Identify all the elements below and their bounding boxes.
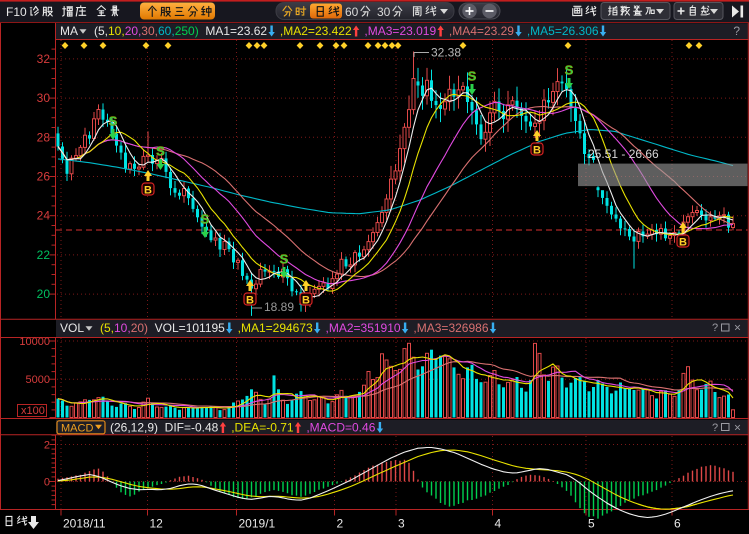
svg-text:22: 22	[37, 248, 51, 262]
svg-text:32: 32	[37, 52, 51, 66]
svg-text:18.89: 18.89	[264, 300, 294, 314]
svg-text:,MACD=0.46: ,MACD=0.46	[303, 421, 376, 435]
svg-text:3: 3	[398, 517, 405, 531]
svg-text:5: 5	[588, 517, 595, 531]
svg-text:S: S	[468, 69, 477, 84]
svg-text:B: B	[302, 295, 310, 307]
svg-text:DIF=-0.48: DIF=-0.48	[158, 421, 219, 435]
svg-text:,MA2=23.422: ,MA2=23.422	[277, 24, 352, 38]
svg-text:28: 28	[37, 130, 51, 144]
svg-text:B: B	[246, 295, 254, 307]
svg-text:,MA5=26.306: ,MA5=26.306	[524, 24, 599, 38]
svg-text:250): 250)	[175, 24, 199, 38]
svg-text:?: ?	[712, 422, 718, 434]
svg-text:B: B	[533, 145, 541, 157]
svg-text:25.51 - 26.66: 25.51 - 26.66	[588, 147, 659, 161]
svg-text:60: 60	[345, 5, 359, 19]
svg-text:VOL=101195: VOL=101195	[148, 321, 225, 335]
svg-text:F10: F10	[6, 5, 27, 19]
svg-text:S: S	[201, 212, 210, 227]
svg-text:MA: MA	[60, 24, 78, 38]
svg-text:×: ×	[734, 421, 741, 435]
svg-text:B: B	[144, 185, 152, 197]
svg-text:10000: 10000	[19, 336, 50, 348]
svg-text:32.38: 32.38	[431, 46, 461, 60]
svg-text:20,: 20,	[125, 24, 142, 38]
svg-text:4: 4	[495, 517, 502, 531]
svg-text:(5,: (5,	[94, 24, 108, 38]
svg-text:6: 6	[674, 517, 681, 531]
svg-text:,MA2=351910: ,MA2=351910	[322, 321, 401, 335]
svg-text:24: 24	[37, 209, 51, 223]
svg-text:0: 0	[44, 477, 50, 489]
svg-text:,MA3=326986: ,MA3=326986	[410, 321, 489, 335]
svg-text:MACD: MACD	[61, 422, 93, 434]
svg-text:S: S	[109, 114, 118, 129]
svg-text:5000: 5000	[26, 374, 50, 386]
svg-text:?: ?	[712, 322, 718, 334]
svg-text:,MA1=294673: ,MA1=294673	[234, 321, 313, 335]
svg-text:S: S	[565, 63, 574, 78]
svg-text:2018/11: 2018/11	[63, 517, 106, 531]
svg-text:2019/1: 2019/1	[239, 517, 276, 531]
svg-text:10,: 10,	[114, 321, 131, 335]
svg-text:30: 30	[377, 5, 391, 19]
svg-text:2: 2	[44, 440, 50, 452]
svg-text:26: 26	[37, 170, 51, 184]
svg-text:20: 20	[37, 287, 51, 301]
svg-text:20): 20)	[131, 321, 148, 335]
svg-text:MA1=23.62: MA1=23.62	[199, 24, 268, 38]
svg-text:,DEA=-0.71: ,DEA=-0.71	[228, 421, 294, 435]
svg-text:VOL: VOL	[60, 321, 84, 335]
svg-text:10,: 10,	[108, 24, 125, 38]
svg-text:(5,: (5,	[100, 321, 114, 335]
svg-text:×: ×	[734, 321, 741, 335]
svg-text:x100: x100	[21, 405, 45, 417]
svg-text:(26,12,9): (26,12,9)	[110, 421, 158, 435]
svg-text:12: 12	[150, 517, 164, 531]
svg-text:60,: 60,	[158, 24, 175, 38]
svg-text:?: ?	[733, 24, 740, 38]
svg-text:S: S	[280, 252, 289, 267]
svg-text:,MA3=23.019: ,MA3=23.019	[361, 24, 436, 38]
svg-text:B: B	[679, 237, 687, 249]
svg-text:30: 30	[37, 91, 51, 105]
svg-text:,MA4=23.29: ,MA4=23.29	[446, 24, 515, 38]
svg-text:30,: 30,	[141, 24, 158, 38]
svg-text:S: S	[156, 144, 165, 159]
svg-text:2: 2	[337, 517, 344, 531]
